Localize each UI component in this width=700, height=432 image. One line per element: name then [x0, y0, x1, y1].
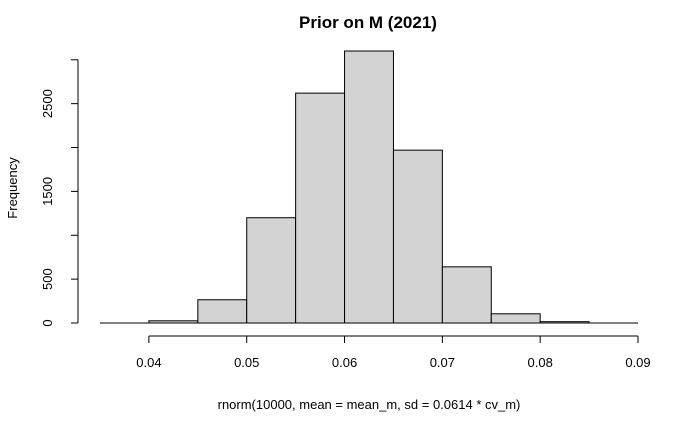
- x-tick-label: 0.07: [430, 355, 455, 370]
- histogram-bar-8: [490, 313, 541, 324]
- y-tick-label: 1500: [40, 177, 55, 206]
- histogram-bar-6: [392, 149, 443, 324]
- y-tick-label: 2500: [40, 89, 55, 118]
- x-tick-label: 0.09: [625, 355, 650, 370]
- chart-title: Prior on M (2021): [299, 13, 437, 32]
- histogram-bar-7: [441, 266, 492, 324]
- bars-group: [100, 50, 638, 324]
- x-axis-label: rnorm(10000, mean = mean_m, sd = 0.0614 …: [218, 397, 521, 412]
- x-tick-label: 0.06: [332, 355, 357, 370]
- y-axis-label: Frequency: [5, 157, 20, 219]
- x-tick-label: 0.05: [234, 355, 259, 370]
- x-axis: 0.04 0.05 0.06 0.07 0.08 0.09: [136, 335, 651, 370]
- x-tick-label: 0.08: [528, 355, 553, 370]
- y-tick-label: 500: [40, 268, 55, 290]
- y-tick-label: 0: [40, 319, 55, 326]
- histogram-bar-3: [246, 217, 297, 324]
- histogram-bar-2: [197, 299, 248, 324]
- histogram-bar-4: [295, 92, 346, 324]
- y-axis: 0 500 1500 2500: [40, 59, 79, 327]
- histogram-bar-5: [344, 50, 394, 324]
- x-tick-label: 0.04: [136, 355, 161, 370]
